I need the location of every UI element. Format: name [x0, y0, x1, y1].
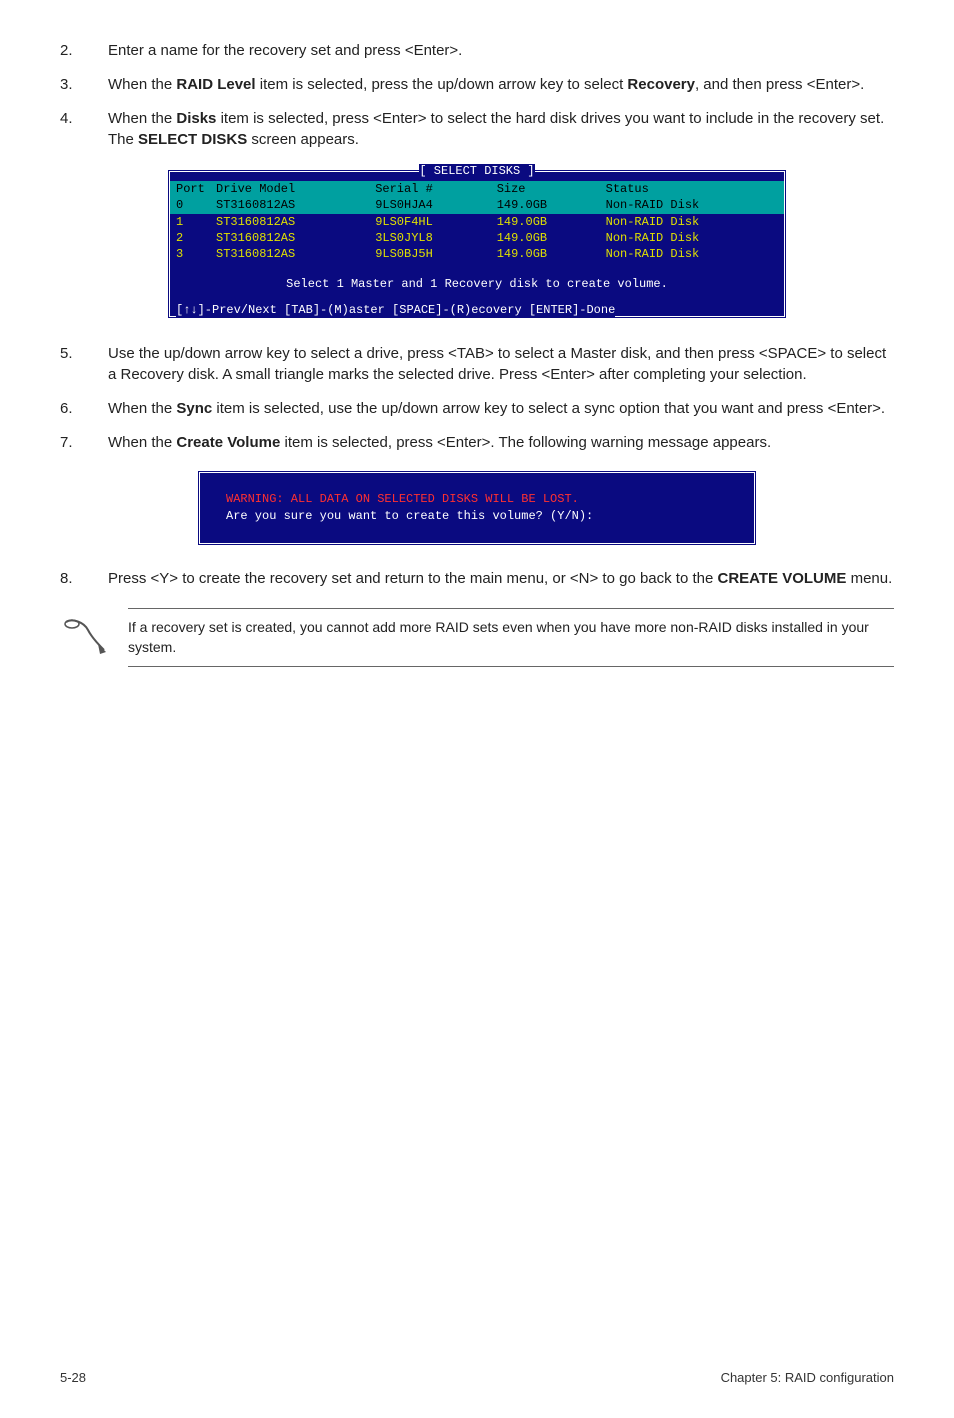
step-number: 6.: [60, 398, 108, 420]
col-drivemodel: Drive Model: [210, 181, 369, 197]
confirm-prompt: Are you sure you want to create this vol…: [226, 508, 728, 525]
step-number: 5.: [60, 343, 108, 387]
step-text: Enter a name for the recovery set and pr…: [108, 40, 894, 62]
step-number: 8.: [60, 568, 108, 590]
col-size: Size: [491, 181, 600, 197]
step-text: When the Sync item is selected, use the …: [108, 398, 894, 420]
note-icon: [60, 616, 108, 656]
step-text: When the Create Volume item is selected,…: [108, 432, 894, 454]
step-text: When the RAID Level item is selected, pr…: [108, 74, 894, 96]
disks-table: PortDrive ModelSerial #SizeStatus 0ST316…: [170, 181, 784, 262]
table-row: 3ST3160812AS9LS0BJ5H149.0GBNon-RAID Disk: [170, 246, 784, 262]
table-row: 1ST3160812AS9LS0F4HL149.0GBNon-RAID Disk: [170, 214, 784, 230]
page-footer: 5-28 Chapter 5: RAID configuration: [60, 1369, 894, 1388]
step-number: 2.: [60, 40, 108, 62]
table-row: 0ST3160812AS9LS0HJA4149.0GBNon-RAID Disk: [170, 197, 784, 213]
steps-first: 2.Enter a name for the recovery set and …: [60, 40, 894, 151]
terminal-footer: [↑↓]-Prev/Next [TAB]-(M)aster [SPACE]-(R…: [170, 302, 784, 318]
note-block: If a recovery set is created, you cannot…: [60, 608, 894, 667]
step-number: 7.: [60, 432, 108, 454]
terminal-title: [ SELECT DISKS ]: [170, 163, 784, 179]
step-number: 3.: [60, 74, 108, 96]
select-disks-screen: [ SELECT DISKS ] PortDrive ModelSerial #…: [167, 169, 787, 319]
step-text: Press <Y> to create the recovery set and…: [108, 568, 894, 590]
col-port: Port: [170, 181, 210, 197]
chapter-title: Chapter 5: RAID configuration: [721, 1369, 894, 1388]
step-text: Use the up/down arrow key to select a dr…: [108, 343, 894, 387]
note-text: If a recovery set is created, you cannot…: [128, 608, 894, 667]
col-serial: Serial #: [369, 181, 490, 197]
steps-second: 5.Use the up/down arrow key to select a …: [60, 343, 894, 454]
step-number: 4.: [60, 108, 108, 152]
steps-third: 8.Press <Y> to create the recovery set a…: [60, 568, 894, 590]
table-row: 2ST3160812AS3LS0JYL8149.0GBNon-RAID Disk: [170, 230, 784, 246]
page-number: 5-28: [60, 1369, 86, 1388]
step-text: When the Disks item is selected, press <…: [108, 108, 894, 152]
terminal-message: Select 1 Master and 1 Recovery disk to c…: [170, 262, 784, 302]
col-status: Status: [600, 181, 784, 197]
warning-box: WARNING: ALL DATA ON SELECTED DISKS WILL…: [197, 470, 757, 547]
warning-line: WARNING: ALL DATA ON SELECTED DISKS WILL…: [226, 491, 728, 508]
